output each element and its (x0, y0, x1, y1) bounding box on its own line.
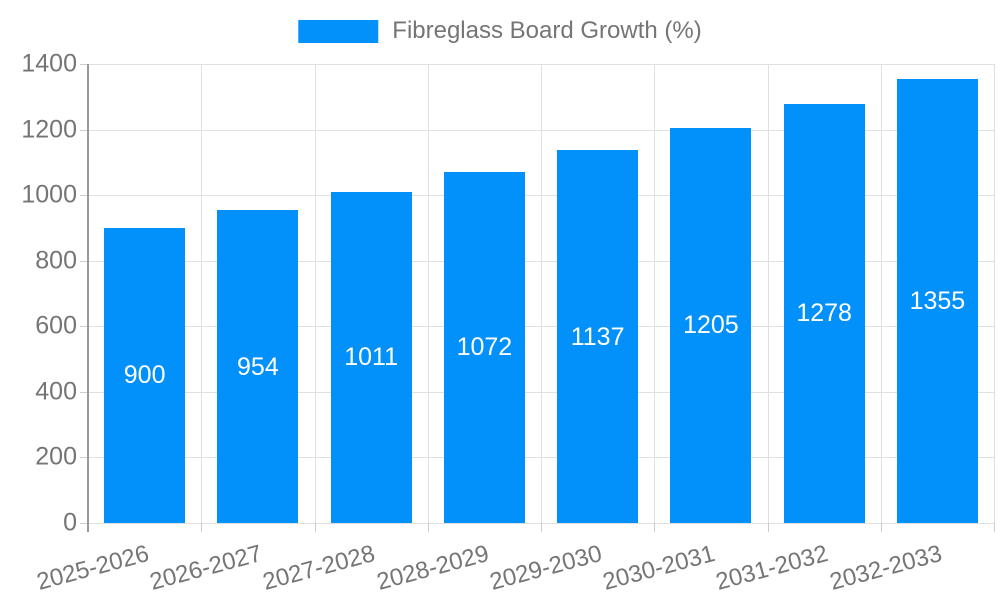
bar[interactable] (104, 227, 186, 523)
gridline-vertical (994, 64, 995, 523)
y-axis-tick (80, 391, 88, 393)
gridline-vertical (541, 64, 542, 523)
y-axis-tick (80, 457, 88, 459)
y-axis-tick (80, 64, 88, 65)
bar[interactable] (896, 78, 978, 523)
gridline-vertical (654, 64, 656, 523)
bar[interactable] (217, 210, 299, 523)
y-tick-label: 1000 (21, 180, 77, 209)
x-axis-tick (201, 523, 203, 532)
x-axis-tick (994, 523, 995, 532)
x-tick-label: 2025-2026 (33, 540, 152, 596)
y-tick-label: 600 (35, 311, 77, 340)
legend-label: Fibreglass Board Growth (%) (392, 17, 702, 44)
x-axis-tick (767, 523, 769, 532)
y-tick-label: 1400 (21, 49, 77, 78)
x-axis-tick (314, 523, 316, 532)
x-tick-label: 2026-2027 (147, 540, 265, 596)
gridline-vertical (314, 64, 316, 523)
x-tick-label: 2030-2031 (600, 540, 718, 596)
x-tick-label: 2029-2030 (486, 540, 605, 596)
x-tick-label: 2027-2028 (260, 540, 379, 596)
y-axis-tick (80, 523, 88, 524)
legend-item[interactable]: Fibreglass Board Growth (%) (298, 17, 702, 45)
bar[interactable] (557, 150, 639, 523)
bar[interactable] (670, 127, 752, 523)
gridline-vertical (767, 64, 769, 523)
gridline-vertical (427, 64, 429, 523)
y-tick-label: 800 (35, 246, 77, 275)
y-tick-label: 0 (63, 508, 77, 537)
bar[interactable] (330, 191, 412, 523)
y-axis-tick (80, 129, 88, 131)
gridline-vertical (880, 64, 882, 523)
bar[interactable] (443, 171, 525, 523)
x-tick-label: 2032-2033 (826, 540, 945, 596)
x-axis-tick (880, 523, 882, 532)
y-tick-label: 400 (35, 377, 77, 406)
x-axis-tick (654, 523, 656, 532)
bar[interactable] (783, 103, 865, 523)
gridline-vertical (201, 64, 203, 523)
x-axis-tick (541, 523, 542, 532)
y-axis-tick (80, 260, 88, 262)
y-axis-line (87, 64, 89, 532)
y-axis-tick (80, 195, 88, 197)
x-tick-label: 2031-2032 (713, 540, 832, 596)
x-tick-label: 2028-2029 (373, 540, 492, 596)
x-axis-tick (427, 523, 429, 532)
y-axis-tick (80, 326, 88, 328)
y-tick-label: 200 (35, 442, 77, 471)
legend-swatch (298, 19, 379, 43)
y-tick-label: 1200 (21, 115, 77, 144)
